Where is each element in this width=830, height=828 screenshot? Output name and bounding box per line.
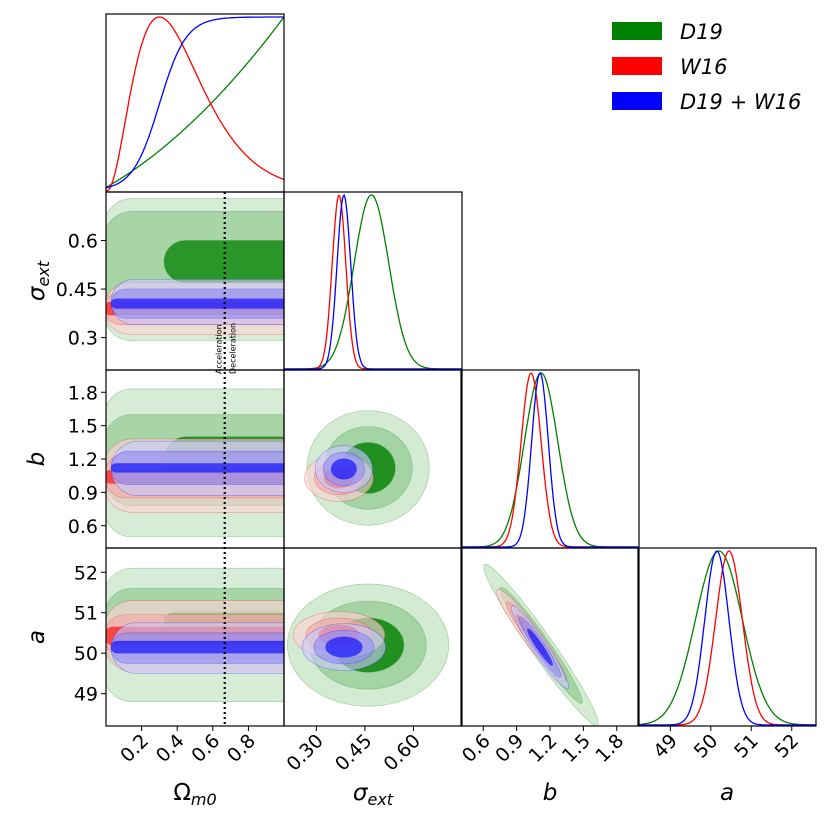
ytick-label-a-2: 51 [74,603,98,625]
contour-sig-b [304,410,430,526]
xlabel-om: Ωm0 [173,780,216,809]
xtick-label-om-0: 0.2 [116,730,153,767]
marginal-curve-sig-series-1 [284,194,462,370]
frames [105,13,817,727]
ytick-label-b-0: 0.6 [68,516,98,538]
marginal-sig [284,193,462,370]
legend: D19 W16 D19 + W16 [612,20,801,114]
panel-frame-3-1 [283,547,463,727]
annotation-right: Deceleration [229,323,238,374]
xlabel-sig: σext [353,780,394,809]
ylabel-sig: σext [24,260,53,301]
xtick-label-a-2: 51 [730,730,763,763]
panel-frame-1-1 [283,191,463,371]
marginal-curve-sig-series-2 [284,193,462,370]
marginal-curve-b-series-2 [461,371,639,548]
marginal-curve-om-series-0 [106,16,284,189]
ylabel-a: a [24,630,50,644]
marginal-b [461,371,639,548]
axis-labels: Ωm0 σext b a σext b a [24,260,734,809]
panels [106,16,816,726]
xlabel-a: a [720,780,734,806]
marginal-curve-a-series-2 [638,550,816,726]
marginal-curve-om-series-2 [106,16,284,189]
xtick-label-a-3: 52 [771,730,804,763]
legend-label-1: W16 [680,55,728,79]
xlabel-b: b [543,780,558,806]
xtick-label-b-2: 1.2 [525,730,562,767]
xtick-label-om-1: 0.4 [152,730,189,767]
legend-swatch-2 [612,92,662,110]
marginal-curve-a-series-0 [638,550,816,726]
contour-om-sig [106,198,284,342]
xtick-label-b-4: 1.8 [591,730,628,767]
xtick-label-sig-1: 0.45 [331,730,376,775]
ytick-label-b-3: 1.5 [68,416,98,438]
xtick-label-om-2: 0.6 [187,730,224,767]
ytick-label-a-3: 52 [74,562,98,584]
contour-b-a [483,564,599,726]
ytick-label-sig-0: 0.3 [68,328,98,350]
contour-band-om-a-series-2-level-1 [110,640,284,654]
ytick-label-b-1: 0.9 [68,482,98,504]
marginal-curve-sig-series-0 [284,194,462,370]
xtick-label-b-1: 0.9 [491,730,528,767]
ytick-label-a-0: 49 [74,684,98,706]
legend-label-0: D19 [680,20,723,44]
marginal-om [106,16,284,192]
legend-swatch-0 [612,22,662,40]
contour-om-a [106,567,284,703]
contour-band-om-sig-series-2-level-1 [110,298,284,309]
contour-band-om-b-series-2-level-1 [110,463,284,473]
xtick-label-a-0: 49 [649,730,682,763]
xtick-label-om-3: 0.8 [223,730,260,767]
contour-om-b [106,388,284,538]
panel-frame-3-3 [637,547,817,727]
legend-swatch-1 [612,57,662,75]
ytick-label-b-4: 1.8 [68,382,98,404]
contour-ellipse-b-a-series-2-level-1 [527,628,553,666]
marginal-a [638,550,816,726]
ytick-label-sig-1: 0.45 [56,279,98,301]
vline-layer: Acceleration Deceleration [215,192,238,726]
ytick-label-b-2: 1.2 [68,449,98,471]
marginal-curve-om-series-1 [106,16,284,192]
ytick-label-sig-2: 0.6 [68,231,98,253]
annotation-left: Acceleration [215,324,224,374]
ytick-label-a-1: 50 [74,643,98,665]
contour-ellipse-sig-a-series-2-level-1 [325,636,363,658]
xtick-label-b-3: 1.5 [558,730,595,767]
marginal-curve-a-series-1 [638,550,816,726]
xtick-label-sig-2: 0.60 [380,730,425,775]
contour-ellipse-sig-b-series-2-level-1 [330,458,357,480]
xtick-label-a-1: 50 [690,730,723,763]
xtick-label-b-0: 0.6 [458,730,495,767]
xtick-label-sig-0: 0.30 [282,730,327,775]
legend-label-2: D19 + W16 [680,90,801,114]
ylabel-b: b [24,452,50,467]
contour-sig-a [287,583,450,707]
